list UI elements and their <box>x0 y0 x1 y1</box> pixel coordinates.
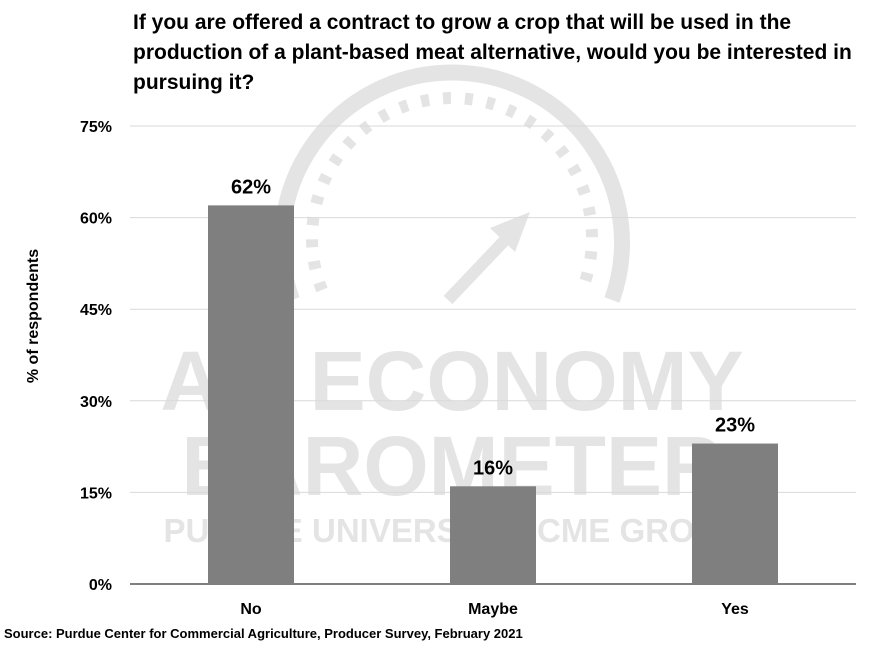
source-note: Source: Purdue Center for Commercial Agr… <box>4 626 523 641</box>
y-tick-label: 75% <box>80 119 112 136</box>
bar-maybe <box>450 486 536 584</box>
y-tick-label: 0% <box>89 577 112 594</box>
data-label: 23% <box>715 415 755 437</box>
y-tick-label: 45% <box>80 302 112 319</box>
bars <box>208 205 778 585</box>
gauge-ticks-icon <box>306 92 598 293</box>
bar-no <box>208 205 294 585</box>
data-labels: 62% 16% 23% <box>231 176 755 479</box>
data-label: 16% <box>473 457 513 479</box>
y-axis-title: % of respondents <box>25 249 42 383</box>
chart-title: If you are offered a contract to grow a … <box>133 11 852 94</box>
y-tick-label: 60% <box>80 211 112 228</box>
x-tick-label: Yes <box>721 601 749 618</box>
gauge-arc-icon <box>274 64 630 303</box>
y-tick-label: 15% <box>80 485 112 502</box>
bar-yes <box>692 443 778 584</box>
data-label: 62% <box>231 176 271 198</box>
x-tick-labels: No Maybe Yes <box>240 601 749 618</box>
y-tick-label: 30% <box>80 394 112 411</box>
x-tick-label: Maybe <box>468 601 518 618</box>
gauge-arrow-icon <box>443 212 530 305</box>
x-tick-label: No <box>240 601 262 618</box>
y-tick-labels: 0% 15% 30% 45% 60% 75% <box>80 119 112 594</box>
